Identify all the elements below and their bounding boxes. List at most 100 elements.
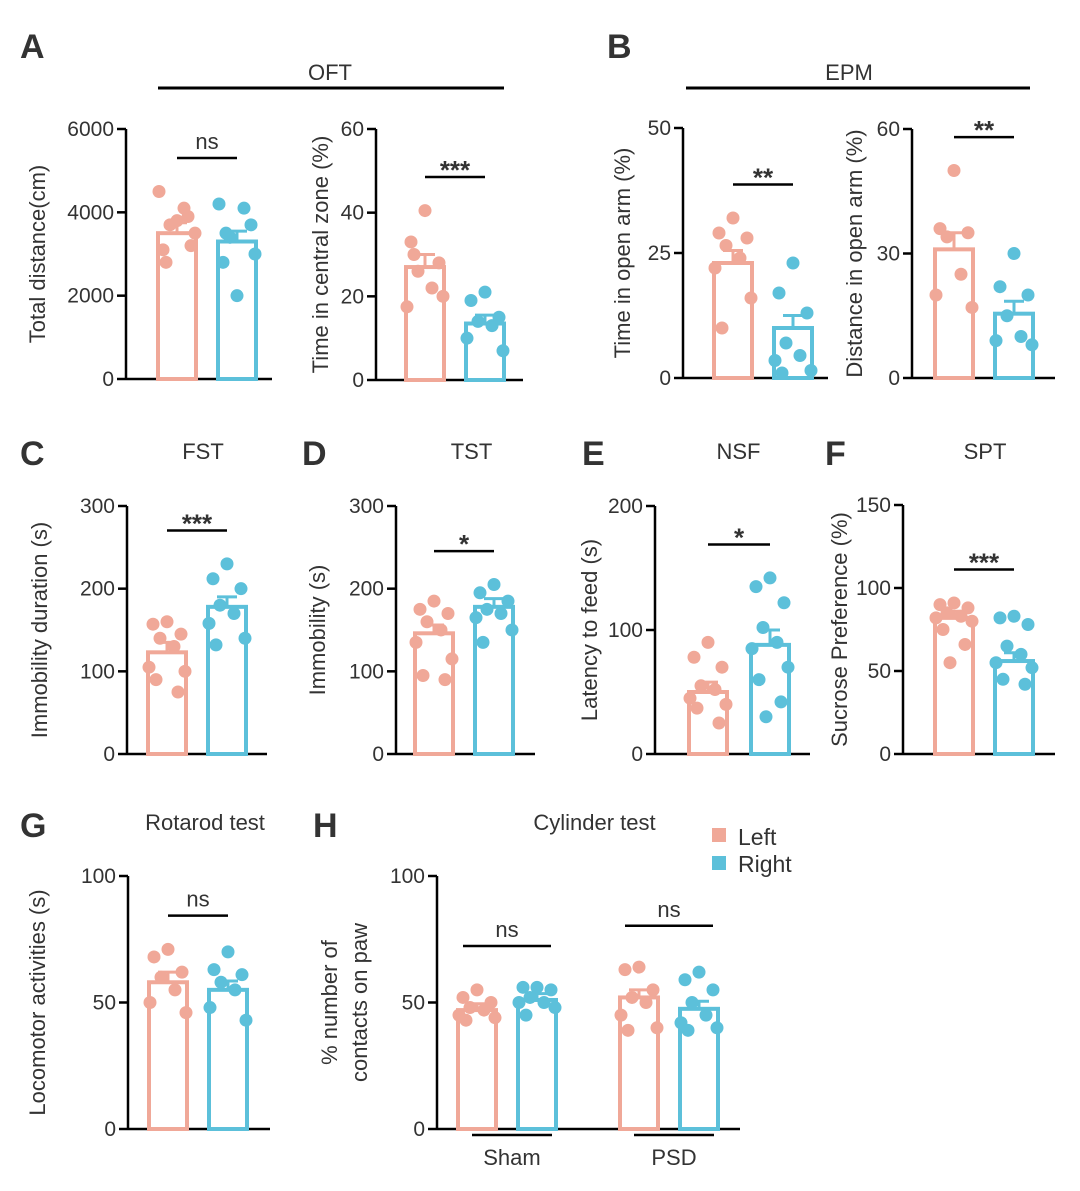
- bar-right: [206, 604, 248, 756]
- y-axis-label: Latency to feed (s): [577, 539, 602, 721]
- panel-title: NSF: [717, 439, 761, 464]
- y-tick-label: 0: [372, 743, 384, 766]
- y-axis-label: Total distance(cm): [25, 165, 50, 344]
- data-point-right: [768, 354, 782, 367]
- data-point-left: [434, 623, 448, 637]
- data-point-left: [188, 226, 202, 240]
- y-axis-label: Time in open arm (%): [610, 148, 635, 359]
- data-point-left: [159, 255, 173, 269]
- data-point-right: [216, 255, 230, 269]
- data-point-left: [178, 664, 192, 678]
- data-point-right-sham: [516, 980, 530, 994]
- data-point-right-sham: [544, 983, 558, 997]
- oft-group-title: OFT: [308, 60, 352, 85]
- y-tick-label: 0: [103, 743, 115, 766]
- data-point-left: [733, 251, 747, 265]
- significance-label: ns: [495, 917, 518, 942]
- data-point-right: [779, 336, 793, 350]
- data-point-right-sham: [537, 996, 551, 1009]
- y-tick-label: 50: [648, 117, 671, 140]
- y-tick-label: 60: [341, 118, 364, 141]
- data-point-left: [175, 965, 189, 979]
- data-point-left: [171, 685, 185, 699]
- data-point-right: [248, 247, 262, 261]
- data-point-left-psd: [646, 983, 660, 997]
- data-point-right: [759, 710, 773, 724]
- data-point-left: [954, 267, 968, 281]
- data-point-right: [213, 598, 227, 612]
- panel-epm_time: 0 25 50 Time in open arm (%) **: [610, 117, 828, 390]
- data-point-left: [407, 248, 421, 261]
- y-axis-label: Immobility (s): [305, 565, 330, 696]
- data-point-left: [712, 716, 726, 730]
- panel-title: SPT: [964, 439, 1007, 464]
- data-point-right: [487, 578, 501, 592]
- y-tick-label: 4000: [67, 201, 114, 224]
- data-point-left: [740, 231, 754, 245]
- data-point-right: [781, 660, 795, 674]
- data-point-left: [683, 691, 697, 705]
- y-tick-label: 40: [341, 202, 364, 225]
- data-point-right: [460, 331, 474, 345]
- data-point-left-sham: [456, 990, 470, 1004]
- data-point-left-psd: [632, 960, 646, 974]
- data-point-left: [726, 211, 740, 225]
- panel-cylinder: Cylinder test 0 50 100 % number of contacts o…: [317, 810, 740, 1170]
- data-point-right-sham: [530, 980, 544, 994]
- data-point-right: [202, 616, 216, 630]
- panel-title: FST: [182, 439, 224, 464]
- significance-label: *: [734, 523, 745, 553]
- data-point-right: [505, 623, 519, 637]
- data-point-right: [1021, 288, 1035, 302]
- y-axis-label: % number of: [317, 939, 342, 1065]
- y-tick-label: 200: [349, 578, 384, 601]
- data-point-right-psd: [685, 996, 699, 1009]
- significance-label: **: [753, 163, 774, 193]
- data-point-right: [471, 314, 485, 328]
- data-point-right: [1021, 618, 1035, 632]
- data-point-left: [708, 683, 722, 697]
- data-point-left: [404, 235, 418, 249]
- data-point-right: [220, 557, 234, 571]
- data-point-left-psd: [614, 1008, 628, 1022]
- y-tick-label: 0: [413, 1118, 425, 1141]
- data-point-right: [235, 968, 249, 982]
- y-axis-label: contacts on paw: [347, 923, 372, 1082]
- data-point-right: [1025, 338, 1039, 352]
- panel-rotarod: Rotarod test 0 50 100 Locomotor activities (…: [25, 810, 270, 1141]
- y-tick-label: 100: [390, 865, 425, 888]
- data-point-left: [940, 606, 954, 620]
- data-point-right: [745, 642, 759, 656]
- y-tick-label: 50: [868, 660, 891, 683]
- y-tick-label: 60: [877, 118, 900, 141]
- data-point-left: [411, 264, 425, 278]
- y-tick-label: 100: [81, 865, 116, 888]
- data-point-left: [947, 596, 961, 610]
- data-point-left: [425, 281, 439, 295]
- data-point-right: [804, 364, 818, 377]
- y-axis-label: Immobility duration (s): [27, 522, 52, 738]
- panel-nsf: NSF 0 100 200 Latency to feed (s) *: [577, 439, 810, 766]
- data-point-left: [427, 594, 441, 608]
- data-point-right: [219, 226, 233, 240]
- panel-letter-e: E: [582, 435, 605, 473]
- data-point-right: [473, 586, 487, 600]
- y-axis-label: Time in central zone (%): [308, 136, 333, 374]
- data-point-right: [485, 319, 499, 333]
- data-point-right: [756, 621, 770, 635]
- y-tick-label: 150: [856, 494, 891, 517]
- data-point-right: [777, 596, 791, 610]
- data-point-right: [989, 656, 1003, 670]
- data-point-left: [744, 291, 758, 305]
- data-point-right: [214, 975, 228, 989]
- data-point-left: [156, 243, 170, 257]
- data-point-left: [694, 679, 708, 693]
- data-point-right: [203, 1001, 217, 1015]
- data-point-right-psd: [681, 1023, 695, 1037]
- data-point-right: [234, 582, 248, 596]
- data-point-right: [494, 606, 508, 620]
- data-point-right: [207, 963, 221, 977]
- data-point-right-psd: [710, 1021, 724, 1035]
- data-point-right: [1014, 330, 1028, 343]
